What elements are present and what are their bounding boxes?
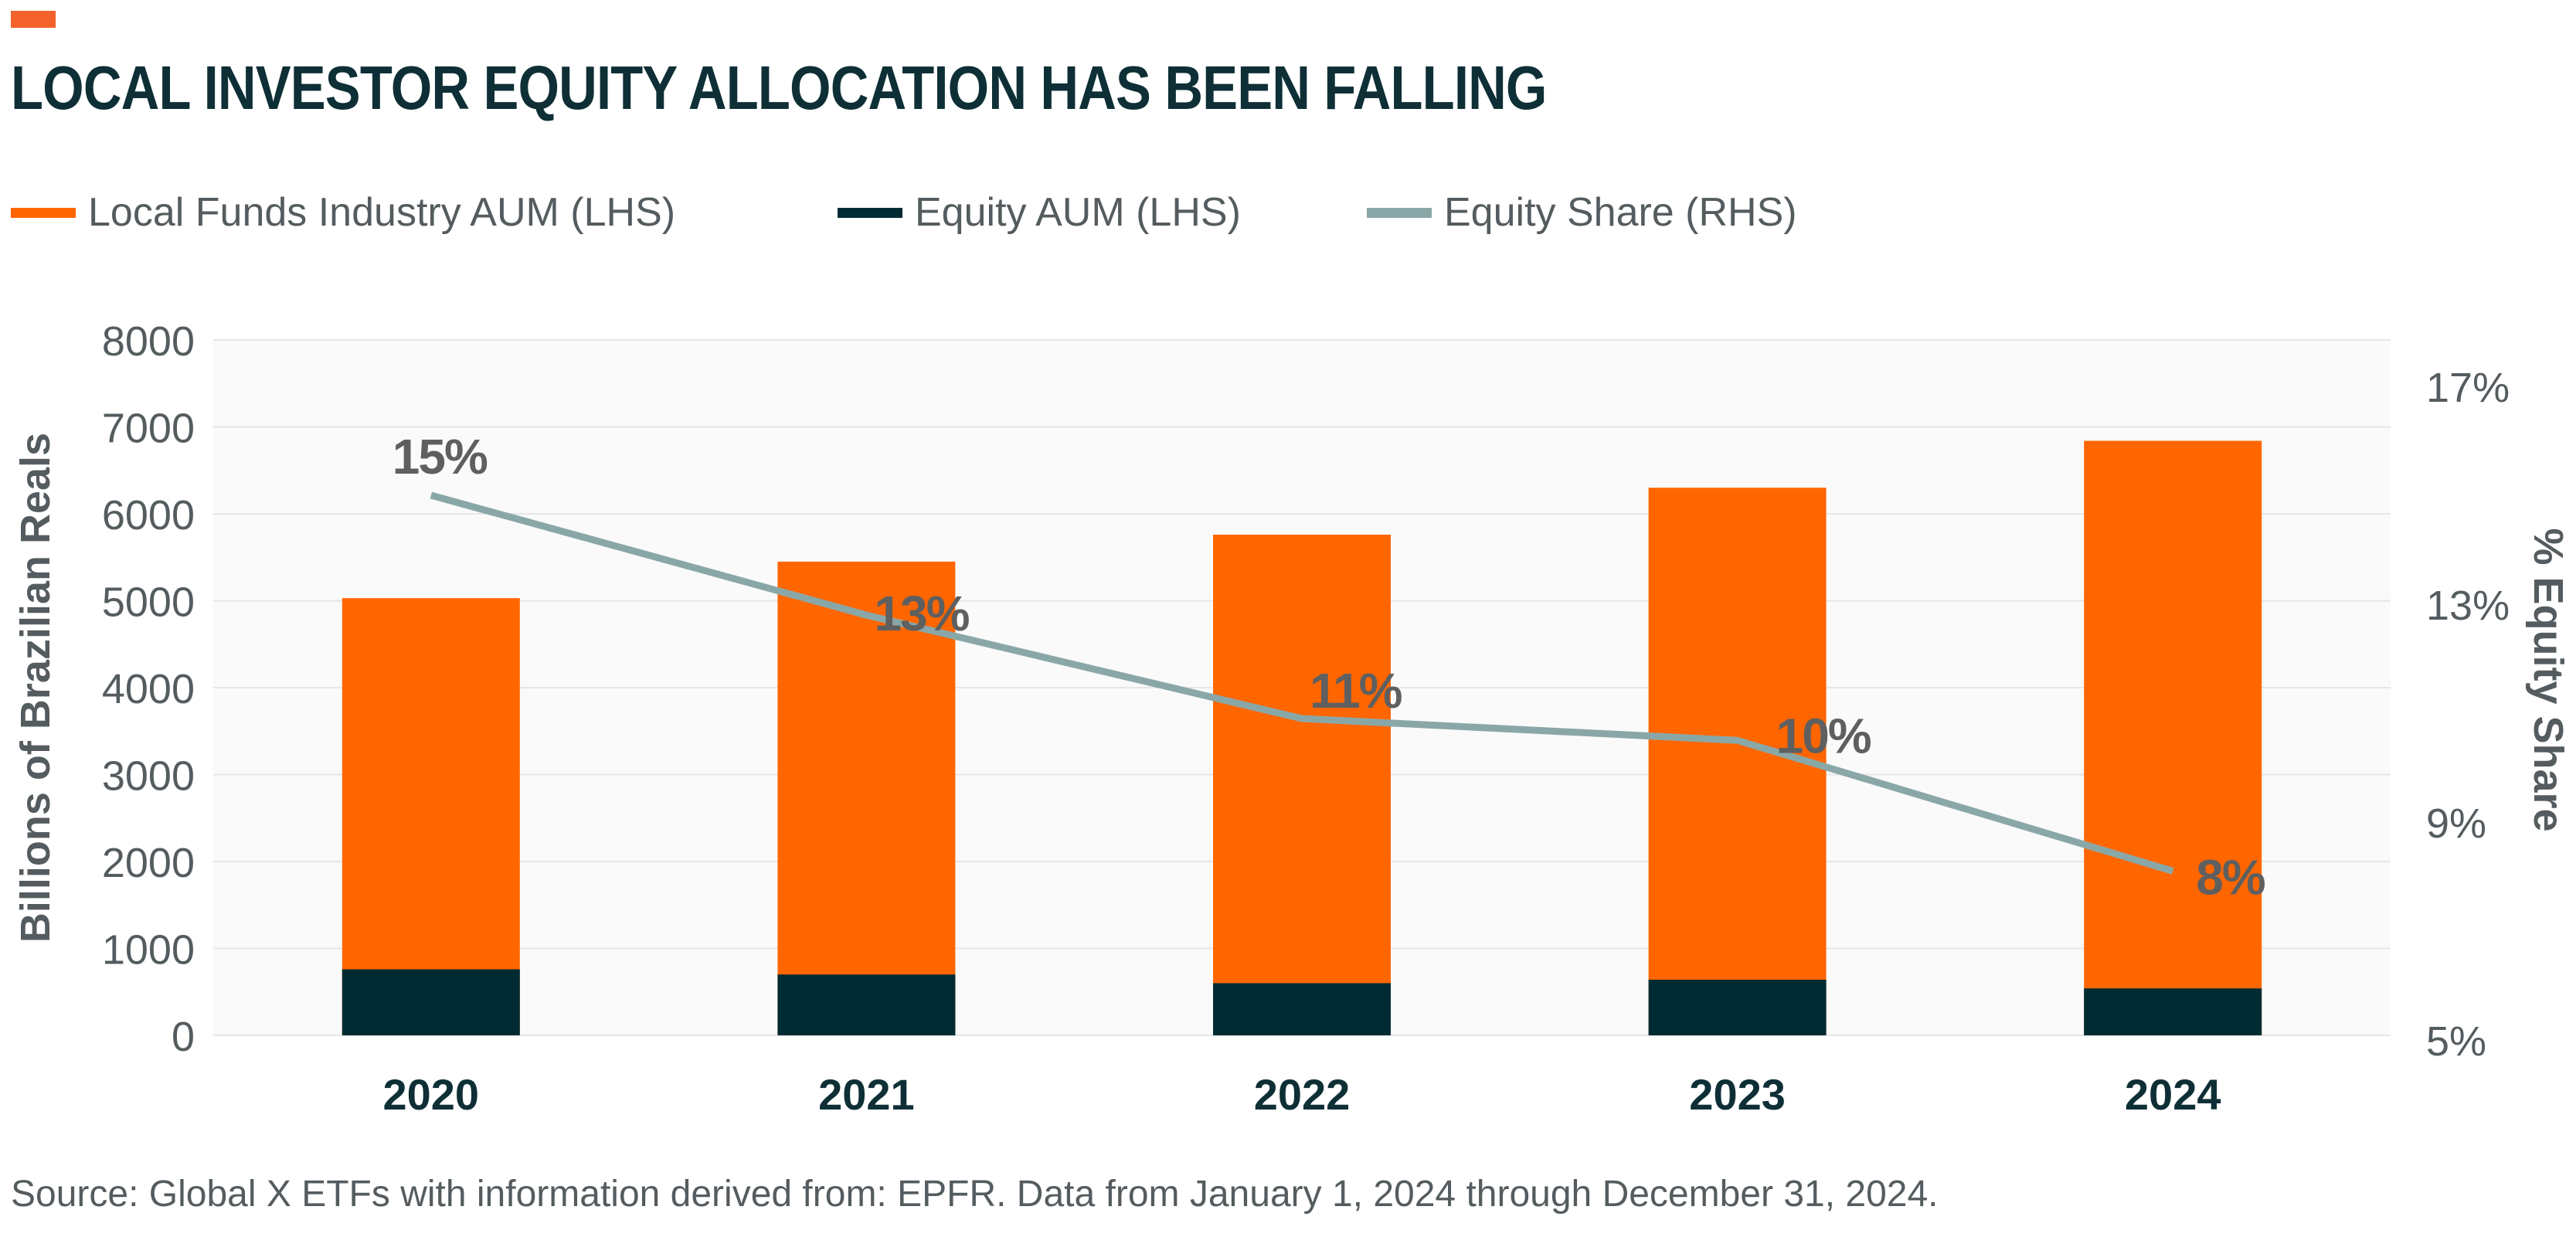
legend-swatch-equity (838, 207, 902, 218)
legend: Local Funds Industry AUM (LHS) Equity AU… (11, 185, 2020, 240)
share-data-label: 13% (874, 586, 969, 641)
y-tick-label: 2000 (102, 840, 195, 886)
bar-equity-aum (2084, 988, 2262, 1035)
x-tick-label: 2021 (818, 1070, 915, 1119)
x-tick-label: 2020 (383, 1070, 480, 1119)
y2-tick-label: 13% (2426, 583, 2510, 629)
title-accent-bar (11, 11, 56, 28)
bar-total-aum (342, 598, 520, 1035)
y-tick-label: 0 (172, 1014, 195, 1060)
bar-equity-aum (342, 969, 520, 1035)
y-tick-label: 5000 (102, 579, 195, 626)
x-tick-label: 2024 (2125, 1070, 2221, 1119)
legend-item-total: Local Funds Industry AUM (LHS) (11, 185, 675, 240)
source-note: Source: Global X ETFs with information d… (11, 1174, 1939, 1215)
bar-total-aum (1213, 535, 1391, 1035)
legend-item-equity: Equity AUM (LHS) (838, 185, 1241, 240)
y2-axis-title: % Equity Share (2525, 528, 2571, 831)
share-data-label: 10% (1776, 708, 1871, 763)
legend-label-share: Equity Share (RHS) (1444, 190, 1797, 235)
y-tick-label: 6000 (102, 492, 195, 539)
y-tick-label: 8000 (102, 318, 195, 365)
share-data-label: 8% (2196, 849, 2265, 905)
bar-equity-aum (1213, 983, 1391, 1035)
legend-label-equity: Equity AUM (LHS) (915, 190, 1241, 235)
y-tick-label: 1000 (102, 927, 195, 974)
y-tick-label: 3000 (102, 753, 195, 800)
bar-total-aum (2084, 440, 2262, 1035)
legend-label-total: Local Funds Industry AUM (LHS) (88, 190, 676, 235)
legend-swatch-total (11, 207, 76, 218)
y2-tick-label: 5% (2426, 1018, 2486, 1065)
equity-share-line (430, 491, 2174, 875)
bar-equity-aum (777, 974, 956, 1035)
legend-item-share: Equity Share (RHS) (1367, 185, 1797, 240)
legend-swatch-share (1367, 207, 1432, 218)
x-tick-label: 2023 (1689, 1070, 1786, 1119)
y-tick-label: 4000 (102, 666, 195, 712)
y-axis-title: Billions of Brazilian Reals (12, 433, 59, 943)
bar-total-aum (777, 561, 956, 1035)
bar-equity-aum (1648, 980, 1827, 1035)
share-data-label: 15% (393, 429, 488, 484)
x-tick-label: 2022 (1254, 1070, 1351, 1119)
share-data-label: 11% (1310, 663, 1402, 719)
chart-area: 0 1000 2000 3000 4000 5000 6000 7000 8000 5% 9% 13%… (12, 318, 2571, 1119)
y-tick-label: 7000 (102, 406, 195, 452)
chart-title: LOCAL INVESTOR EQUITY ALLOCATION HAS BEE… (11, 53, 1547, 122)
y2-tick-label: 17% (2426, 365, 2510, 411)
y2-tick-label: 9% (2426, 800, 2486, 847)
